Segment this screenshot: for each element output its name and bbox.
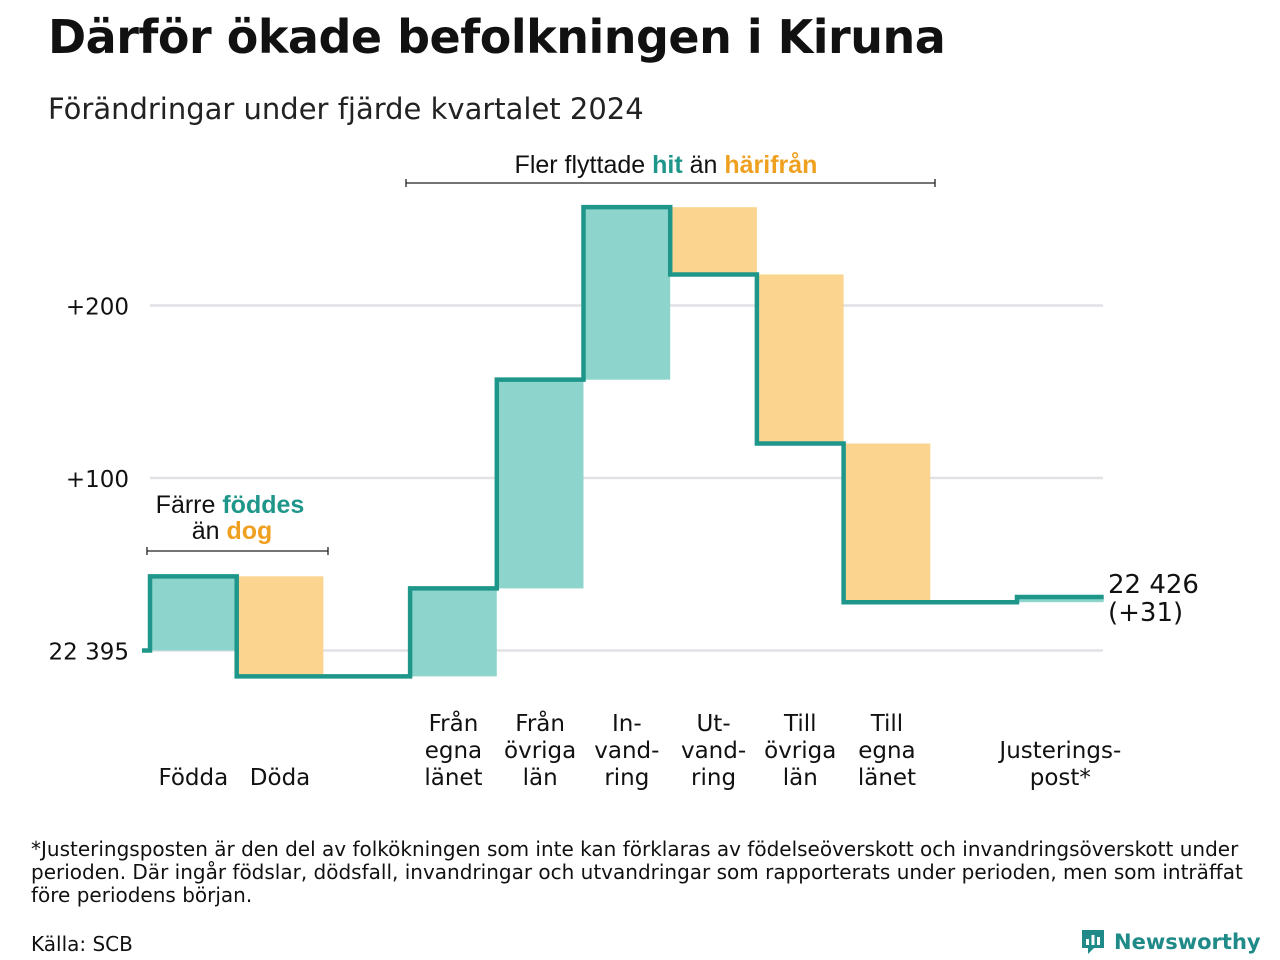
end-value-label: 22 426 (+31) bbox=[1108, 570, 1199, 628]
end-value-line2: (+31) bbox=[1108, 598, 1183, 628]
bars bbox=[150, 207, 1104, 677]
x-category-label: ring bbox=[691, 765, 736, 791]
births-deaths-annotation: Färre föddes än dog bbox=[146, 491, 329, 555]
x-category-label: post* bbox=[1030, 765, 1091, 791]
x-category-label: egna bbox=[858, 738, 915, 764]
annotation-text: Färre bbox=[156, 491, 223, 519]
chart-subtitle: Förändringar under fjärde kvartalet 2024 bbox=[48, 92, 644, 126]
waterfall-chart: 22 395+100+200 Födda DödaFrånegnalänetFrå… bbox=[49, 151, 1199, 791]
waterfall-bar bbox=[410, 588, 497, 677]
x-category-label: In- bbox=[612, 711, 642, 737]
annotation-highlight-orange: dog bbox=[226, 517, 272, 545]
x-category-label: vand- bbox=[681, 738, 746, 764]
x-category-label: ring bbox=[604, 765, 649, 791]
annotation-highlight-orange: härifrån bbox=[724, 151, 817, 179]
svg-text:än dog: än dog bbox=[192, 517, 273, 545]
cumulative-step-line bbox=[142, 204, 1104, 679]
x-category-label: Från bbox=[429, 709, 479, 737]
annotation-highlight-teal: hit bbox=[652, 151, 683, 179]
waterfall-bar bbox=[150, 576, 237, 651]
waterfall-bar bbox=[670, 207, 757, 275]
waterfall-bar bbox=[496, 379, 584, 589]
waterfall-bar bbox=[1017, 597, 1104, 603]
annotation-bracket bbox=[405, 179, 936, 187]
y-tick-label: 22 395 bbox=[49, 640, 129, 666]
end-value-line1: 22 426 bbox=[1108, 570, 1199, 600]
x-category-label: län bbox=[523, 765, 558, 791]
newsworthy-logo-icon bbox=[1082, 930, 1104, 954]
x-category-label: Ut- bbox=[696, 711, 730, 737]
x-category-label: egna bbox=[425, 738, 482, 764]
x-category-label: vand- bbox=[594, 738, 659, 764]
annotation-bracket bbox=[146, 547, 329, 555]
source-label: Källa: SCB bbox=[31, 932, 133, 956]
newsworthy-logo: Newsworthy bbox=[1080, 928, 1261, 956]
waterfall-bar bbox=[583, 207, 671, 380]
annotation-highlight-teal: föddes bbox=[222, 491, 304, 519]
x-category-label: övriga bbox=[764, 738, 836, 764]
x-category-label: Födda bbox=[158, 765, 228, 791]
annotation-text: än bbox=[192, 517, 227, 545]
svg-text:Färre föddes: Färre föddes bbox=[156, 491, 305, 519]
x-category-label: övriga bbox=[504, 738, 576, 764]
x-category-label: Från bbox=[515, 709, 565, 737]
y-axis-tick-labels: 22 395 +100 +200 bbox=[49, 295, 129, 666]
y-tick-label: +100 bbox=[66, 467, 129, 493]
migration-annotation: Fler flyttade hit än härifrån bbox=[405, 151, 936, 187]
annotation-text: Fler flyttade bbox=[515, 151, 653, 179]
x-category-label: Till bbox=[783, 711, 817, 737]
waterfall-bar bbox=[236, 576, 324, 677]
x-category-label: Justerings- bbox=[997, 738, 1121, 764]
y-tick-label: +200 bbox=[66, 295, 129, 321]
chart-title: Därför ökade befolkningen i Kiruna bbox=[48, 10, 946, 64]
svg-text:Fler flyttade hit än härifrån: Fler flyttade hit än härifrån bbox=[515, 151, 818, 179]
newsworthy-logo-text: Newsworthy bbox=[1114, 930, 1261, 954]
waterfall-bar bbox=[756, 274, 844, 444]
waterfall-bar bbox=[843, 443, 931, 603]
x-axis-category-labels: Födda DödaFrånegnalänetFrånövrigalänIn-va… bbox=[158, 709, 1121, 791]
x-category-label: Till bbox=[870, 711, 904, 737]
x-category-label: länet bbox=[424, 765, 482, 791]
x-category-label: län bbox=[783, 765, 818, 791]
footnote: *Justeringsposten är den del av folkökni… bbox=[31, 837, 1243, 907]
x-category-label: Döda bbox=[250, 765, 310, 791]
annotation-text: än bbox=[683, 151, 725, 179]
x-category-label: länet bbox=[858, 765, 916, 791]
